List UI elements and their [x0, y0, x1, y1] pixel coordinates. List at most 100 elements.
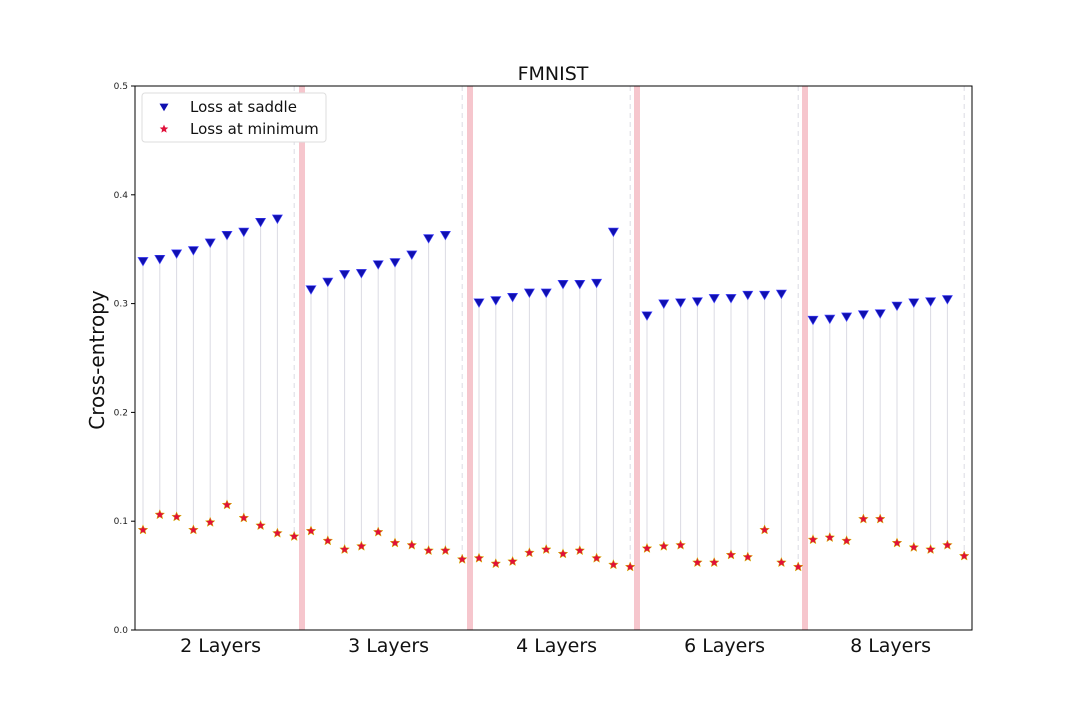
saddle-point — [607, 227, 619, 238]
minimum-point — [958, 550, 970, 561]
saddle-point — [574, 279, 586, 290]
y-tick-label: 0.1 — [114, 517, 128, 527]
minimum-point — [524, 547, 535, 558]
saddle-point — [238, 227, 250, 238]
saddle-point — [658, 299, 670, 309]
saddle-point — [708, 294, 720, 304]
minimum-point — [507, 555, 518, 567]
minimum-point — [154, 508, 166, 520]
minimum-point — [221, 499, 233, 510]
minimum-point — [557, 548, 569, 559]
minimum-point — [137, 524, 149, 535]
minimum-point — [288, 530, 300, 542]
saddle-point — [204, 238, 216, 249]
legend: Loss at saddle Loss at minimum — [141, 92, 327, 143]
minimum-point — [574, 544, 586, 556]
minimum-point — [874, 513, 886, 524]
group-separator — [467, 86, 473, 630]
minimum-point — [188, 524, 199, 535]
y-axis: 0.0 0.1 0.2 0.3 0.4 0.5 — [114, 82, 135, 636]
minimum-point — [792, 561, 804, 572]
saddle-point — [557, 279, 569, 290]
minimum-point — [423, 544, 434, 556]
minimum-point — [473, 552, 485, 563]
saddle-point — [490, 296, 502, 306]
legend-minimum-marker — [159, 124, 169, 133]
saddle-point — [154, 254, 166, 265]
minimum-point — [759, 524, 770, 535]
minimum-point — [591, 552, 602, 563]
legend-saddle-label: Loss at saddle — [190, 98, 297, 116]
minimum-point — [456, 553, 468, 564]
minimum-point — [540, 543, 552, 555]
minimum-point — [641, 542, 653, 553]
saddle-point — [523, 288, 535, 299]
saddle-point — [925, 297, 937, 307]
minimum-point — [942, 539, 953, 550]
group-separator — [802, 86, 808, 630]
group-separator — [634, 86, 640, 630]
legend-saddle-glyph — [159, 103, 169, 112]
y-tick-label: 0.5 — [114, 82, 128, 92]
saddle-point — [322, 277, 334, 288]
minimum-point — [171, 511, 182, 522]
y-tick-label: 0.2 — [114, 408, 128, 418]
legend-box — [141, 92, 327, 143]
minimum-point — [322, 535, 334, 546]
minimum-point — [624, 561, 636, 572]
saddle-point — [941, 295, 953, 305]
data-markers — [137, 214, 970, 572]
saddle-point — [221, 231, 233, 241]
minimum-point — [908, 541, 920, 552]
minimum-point — [204, 516, 216, 527]
minimum-point — [692, 556, 703, 568]
saddle-point — [507, 293, 519, 303]
saddle-point — [255, 217, 267, 228]
minimum-point — [608, 559, 619, 570]
group-label: 8 Layers — [850, 635, 931, 657]
minimum-point — [658, 540, 670, 551]
minimum-point — [272, 527, 283, 538]
legend-minimum-label: Loss at minimum — [190, 120, 319, 138]
minimum-point — [742, 551, 754, 562]
saddle-point — [824, 314, 836, 325]
saddle-point — [591, 278, 603, 289]
saddle-point — [271, 214, 283, 225]
minimum-point — [675, 539, 686, 550]
saddle-point — [759, 290, 771, 301]
group-label: 2 Layers — [180, 635, 261, 657]
minimum-point — [389, 537, 401, 548]
connector-lines — [142, 86, 965, 567]
minimum-point — [708, 556, 720, 568]
legend-saddle-marker — [159, 103, 169, 112]
saddle-point — [406, 250, 418, 260]
group-label: 6 Layers — [684, 635, 765, 657]
saddle-point — [841, 312, 853, 322]
minimum-point — [339, 543, 350, 555]
plot-frame — [134, 85, 973, 631]
minimum-point — [406, 539, 418, 550]
group-label: 4 Layers — [516, 635, 597, 657]
saddle-point — [857, 310, 869, 320]
y-axis-label: Cross-entropy — [85, 290, 109, 430]
saddle-point — [339, 270, 351, 280]
minimum-point — [238, 512, 250, 523]
saddle-point — [725, 294, 737, 304]
saddle-point — [807, 315, 819, 326]
saddle-point — [355, 269, 367, 279]
saddle-point — [439, 231, 451, 241]
minimum-point — [356, 540, 367, 551]
saddle-point — [423, 234, 435, 244]
saddle-point — [305, 285, 317, 295]
saddle-point — [641, 311, 653, 321]
saddle-point — [908, 298, 920, 308]
legend-minimum-glyph — [159, 124, 169, 133]
minimum-point — [305, 525, 317, 536]
saddle-point — [137, 257, 149, 267]
saddle-point — [891, 301, 903, 312]
group-labels: 2 Layers 3 Layers 4 Layers 6 Layers 8 Layers — [180, 635, 931, 657]
minimum-point — [858, 513, 869, 524]
minimum-point — [725, 549, 737, 560]
minimum-point — [841, 535, 852, 546]
